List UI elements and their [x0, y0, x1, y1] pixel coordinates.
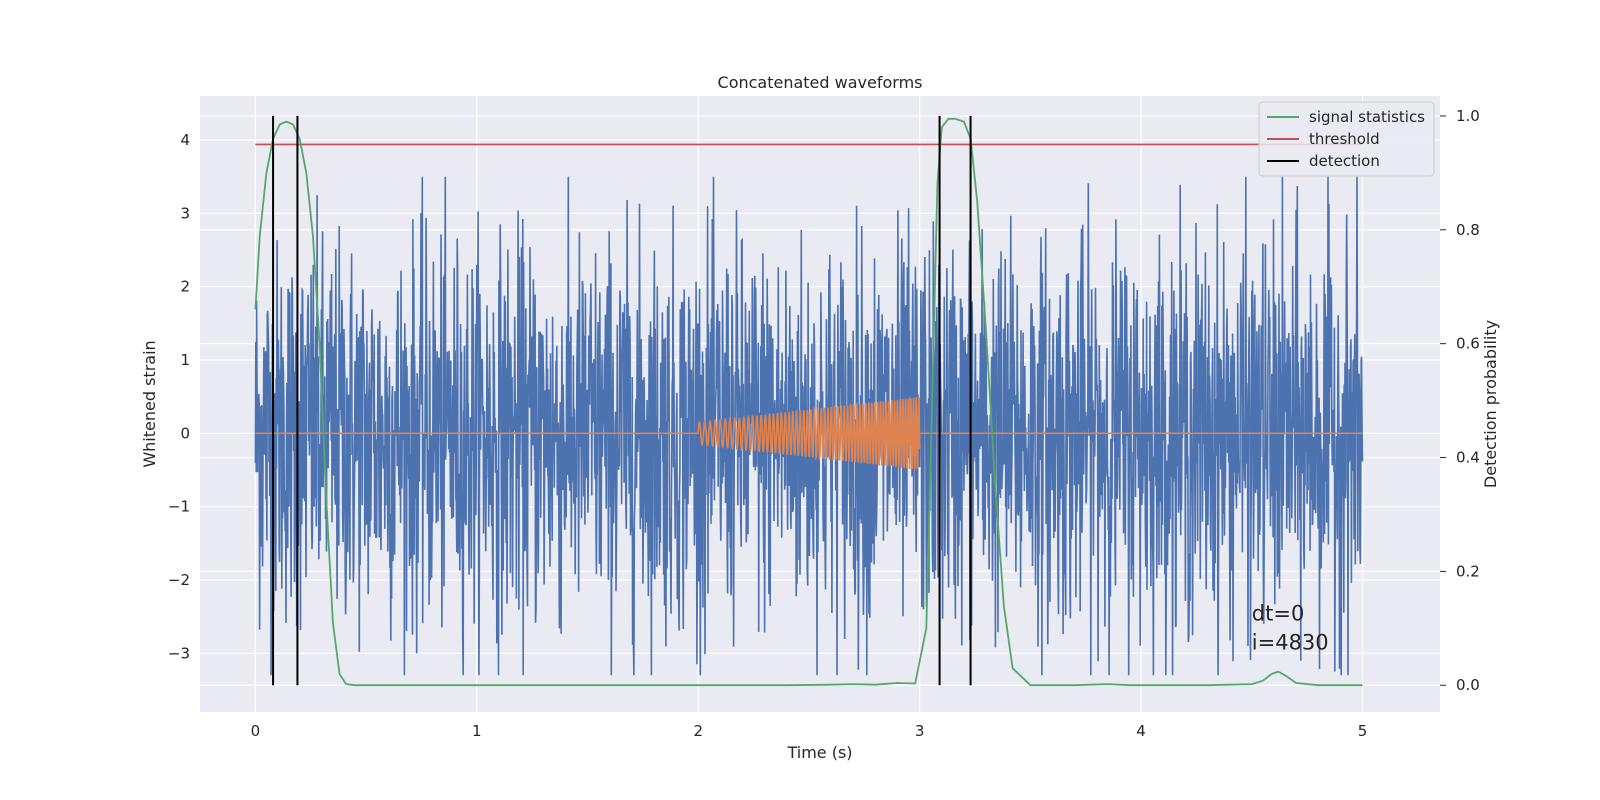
y-tick-label: 3	[180, 204, 190, 222]
y-tick-label: −2	[168, 571, 190, 589]
annotation-text: i=4830	[1252, 631, 1329, 655]
legend-label-detection: detection	[1309, 152, 1380, 170]
y-axis-title: Whitened strain	[140, 340, 159, 467]
chart-title: Concatenated waveforms	[718, 73, 923, 92]
annotations: dt=0 i=4830	[1252, 601, 1329, 654]
x-tick-label: 3	[915, 722, 925, 740]
y2-tick-label: 1.0	[1456, 107, 1480, 125]
x-tick-label: 1	[472, 722, 482, 740]
y-tick-label: 2	[180, 278, 190, 296]
legend-box	[1258, 101, 1435, 177]
x-axis-title: Time (s)	[786, 743, 852, 762]
y2-tick-label: 0.6	[1456, 335, 1480, 353]
legend: signal statistics threshold detection	[1258, 101, 1435, 177]
injection-chirp-line	[255, 397, 1363, 470]
y-tick-label: −3	[168, 644, 190, 662]
y-tick-label: 0	[180, 424, 190, 442]
x-tick-label: 5	[1358, 722, 1368, 740]
legend-label-signal: signal statistics	[1309, 108, 1425, 126]
ticks: 0 1 2 3 4 5 −3 −2 −1 0 1 2 3 4 0.0 0.2 0.4 0.6 0.8 1.0	[168, 107, 1480, 740]
x-tick-label: 2	[693, 722, 703, 740]
y2-tick-label: 0.0	[1456, 676, 1480, 694]
y2-tick-label: 0.4	[1456, 449, 1480, 467]
x-tick-label: 0	[251, 722, 261, 740]
x-tick-label: 4	[1136, 722, 1146, 740]
legend-label-threshold: threshold	[1309, 130, 1380, 148]
y2-axis-title: Detection probability	[1481, 320, 1500, 488]
signal-statistics-line	[254, 117, 1363, 687]
y-tick-label: 4	[180, 131, 190, 149]
data-layer	[254, 115, 1364, 687]
annotation-text: dt=0	[1252, 601, 1305, 625]
y-tick-label: −1	[168, 498, 190, 516]
y2-tick-label: 0.2	[1456, 562, 1480, 580]
y-tick-label: 1	[180, 351, 190, 369]
y2-tick-label: 0.8	[1456, 221, 1480, 239]
